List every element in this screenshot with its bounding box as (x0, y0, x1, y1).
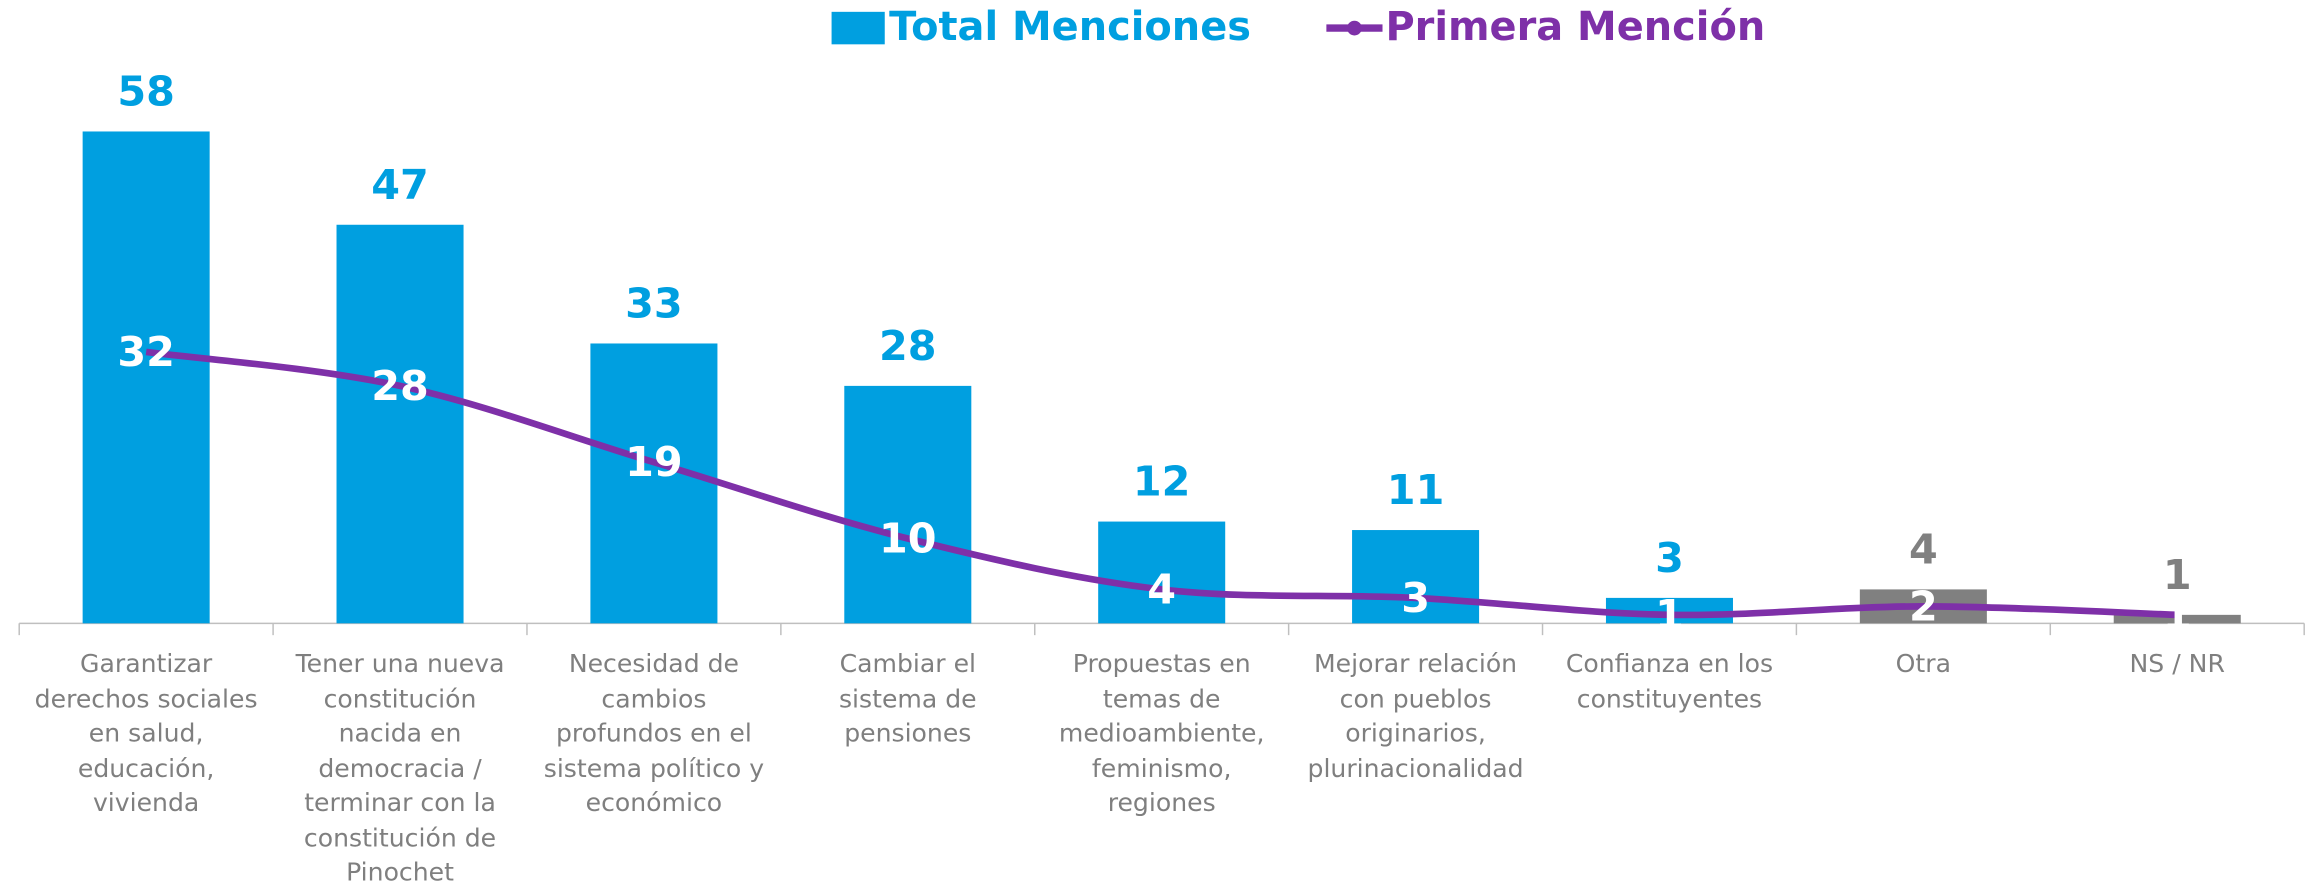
line (145, 348, 2178, 619)
bar-value-label: 11 (1387, 466, 1445, 514)
legend-label: Total Menciones (889, 4, 1251, 50)
x-label-box: Cambiar el sistema de pensiones (838, 649, 977, 749)
bar (590, 343, 718, 624)
legend-swatch (831, 11, 885, 45)
bar-value-label: 12 (1133, 458, 1191, 506)
x-label-box: Mejorar relación con pueblos originarios… (1307, 649, 1524, 784)
x-tick-label: Cambiar el sistema de pensiones (838, 649, 977, 749)
bar (1352, 530, 1480, 624)
x-tick-label: Confianza en los constituyentes (1565, 649, 1774, 715)
bar (82, 131, 210, 624)
bar-value-label: 3 (1655, 534, 1684, 582)
x-tick-label: Garantizar derechos sociales en salud, e… (34, 649, 258, 819)
bar-value-label: 4 (1909, 525, 1938, 573)
bar-value-label: 1 (2163, 551, 2192, 599)
x-label-box: NS / NR (2129, 649, 2225, 680)
x-tick-label: Tener una nueva constitución nacida en d… (295, 649, 505, 888)
x-tick-label: Propuestas en temas de medioambiente, fe… (1058, 649, 1265, 819)
x-tick-label: Otra (1895, 649, 1951, 680)
legend: Total Menciones Primera Mención (831, 4, 1765, 50)
line-value-label: 32 (117, 328, 175, 376)
bar-value-label: 28 (879, 322, 937, 370)
x-label-box: Garantizar derechos sociales en salud, e… (34, 649, 258, 819)
line-value-label: 1 (2163, 591, 2192, 639)
x-label-box: Confianza en los constituyentes (1565, 649, 1774, 715)
line-value-label: 10 (879, 514, 937, 562)
bar-value-label: 58 (117, 68, 175, 116)
legend-marker (1347, 20, 1362, 36)
bar (1098, 521, 1226, 624)
x-label-box: Tener una nueva constitución nacida en d… (295, 649, 505, 888)
bar-value-label: 33 (625, 280, 683, 328)
bar (336, 224, 464, 624)
line-value-label: 28 (371, 362, 429, 410)
line-value-label: 19 (625, 438, 683, 486)
legend-label: Primera Mención (1385, 4, 1765, 50)
line-value-label: 2 (1909, 582, 1938, 630)
line-value-label: 3 (1401, 574, 1430, 622)
x-label-box: Propuestas en temas de medioambiente, fe… (1058, 649, 1265, 819)
x-label-box: Otra (1895, 649, 1951, 680)
bar (2113, 614, 2241, 624)
x-tick-label: NS / NR (2129, 649, 2225, 680)
line-value-label: 1 (1655, 591, 1684, 639)
x-label-box: Necesidad de cambios profundos en el sis… (543, 649, 765, 819)
x-tick-label: Necesidad de cambios profundos en el sis… (543, 649, 765, 819)
bar-value-label: 47 (371, 161, 429, 209)
x-tick-label: Mejorar relación con pueblos originarios… (1307, 649, 1524, 784)
bar (844, 385, 972, 624)
line-value-label: 4 (1147, 565, 1176, 613)
